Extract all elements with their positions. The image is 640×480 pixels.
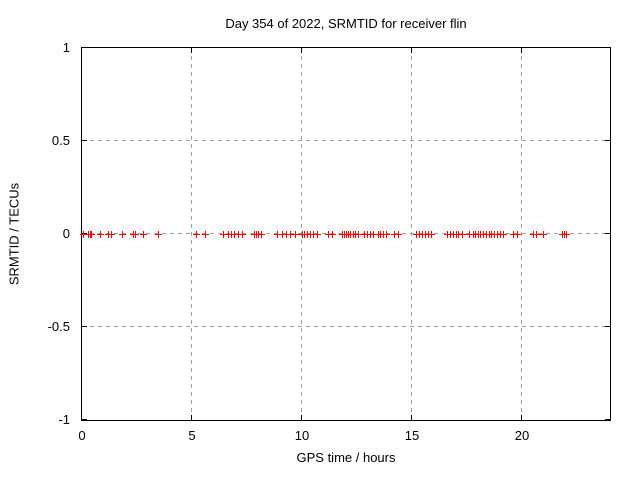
data-point-marker [132, 231, 139, 238]
data-point-marker [500, 231, 507, 238]
data-point-marker [231, 231, 238, 238]
data-point-marker [514, 231, 521, 238]
data-point-marker [97, 231, 104, 238]
data-point-marker [292, 231, 299, 238]
x-tick-label: 10 [294, 428, 310, 443]
data-point-marker [119, 231, 126, 238]
gridline [191, 48, 192, 420]
tick-mark [521, 48, 522, 53]
chart-title: Day 354 of 2022, SRMTID for receiver fli… [225, 16, 467, 31]
data-point-marker [202, 231, 209, 238]
tick-mark [605, 233, 610, 234]
tick-mark [605, 326, 610, 327]
data-point-marker [325, 231, 332, 238]
y-tick-label: -1 [58, 412, 70, 427]
data-point-marker [355, 231, 362, 238]
data-point-marker [383, 231, 390, 238]
tick-mark [301, 415, 302, 420]
data-point-marker [428, 231, 435, 238]
tick-mark [521, 415, 522, 420]
tick-mark [82, 326, 87, 327]
data-point-marker [287, 231, 294, 238]
tick-mark [82, 419, 87, 420]
tick-mark [82, 140, 87, 141]
data-point-marker [563, 231, 570, 238]
gridline [411, 48, 412, 420]
data-point-marker [395, 231, 402, 238]
tick-mark [605, 140, 610, 141]
tick-mark [82, 47, 87, 48]
tick-mark [191, 415, 192, 420]
x-axis-label: GPS time / hours [296, 450, 396, 465]
data-point-marker [108, 231, 115, 238]
tick-mark [605, 419, 610, 420]
tick-mark [301, 48, 302, 53]
tick-mark [81, 48, 82, 53]
gridline [82, 326, 610, 327]
gridline [521, 48, 522, 420]
tick-mark [411, 48, 412, 53]
data-point-marker [140, 231, 147, 238]
y-tick-label: 0 [62, 226, 70, 241]
data-point-marker [510, 231, 517, 238]
x-tick-label: 5 [188, 428, 196, 443]
tick-mark [82, 233, 87, 234]
x-tick-label: 0 [78, 428, 86, 443]
data-point-marker [155, 231, 162, 238]
data-point-marker [466, 231, 473, 238]
data-point-marker [283, 231, 290, 238]
data-point-marker [314, 231, 321, 238]
x-tick-label: 15 [404, 428, 420, 443]
data-point-marker [329, 231, 336, 238]
plot-area [80, 47, 611, 421]
tick-mark [605, 47, 610, 48]
data-point-marker [533, 231, 540, 238]
data-point-marker [88, 231, 95, 238]
x-tick-label: 20 [514, 428, 530, 443]
gridline [82, 140, 610, 141]
data-point-marker [455, 231, 462, 238]
tick-mark [81, 415, 82, 420]
data-point-marker [80, 231, 87, 238]
data-point-marker [258, 231, 265, 238]
y-tick-label: 1 [62, 40, 70, 55]
y-tick-label: -0.5 [47, 319, 70, 334]
data-point-marker [220, 231, 227, 238]
data-point-marker [370, 231, 377, 238]
data-point-marker [193, 231, 200, 238]
data-point-marker [310, 231, 317, 238]
data-point-marker [235, 231, 242, 238]
y-tick-label: 0.5 [51, 133, 70, 148]
data-point-marker [459, 231, 466, 238]
tick-mark [411, 415, 412, 420]
data-point-marker [391, 231, 398, 238]
data-point-marker [279, 231, 286, 238]
data-point-marker [274, 231, 281, 238]
data-point-marker [540, 231, 547, 238]
tick-mark [191, 48, 192, 53]
data-point-marker [239, 231, 246, 238]
